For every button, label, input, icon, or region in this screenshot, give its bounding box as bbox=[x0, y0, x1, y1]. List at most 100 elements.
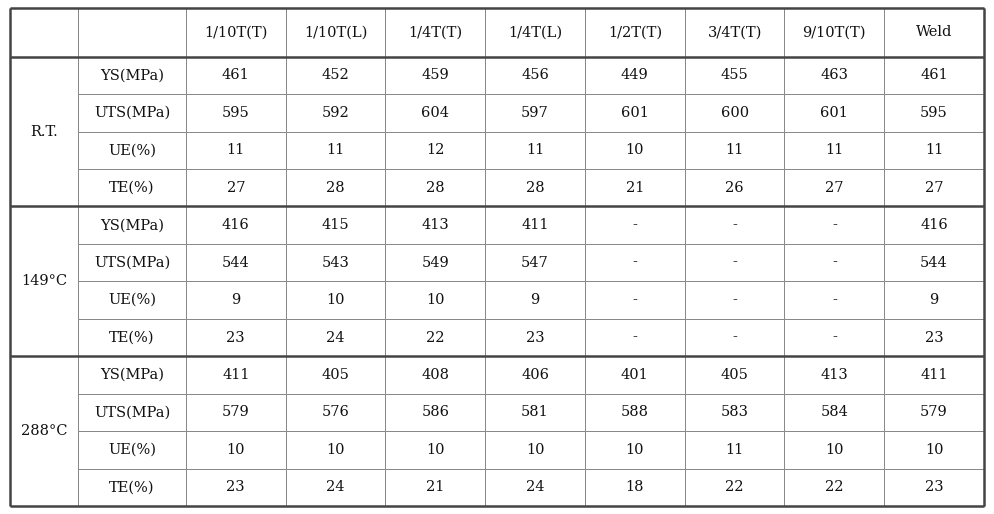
Text: 23: 23 bbox=[924, 480, 943, 494]
Bar bbox=[386, 319, 485, 356]
Bar bbox=[386, 281, 485, 319]
Bar bbox=[79, 57, 186, 94]
Text: 11: 11 bbox=[925, 143, 943, 157]
Bar bbox=[285, 319, 386, 356]
Text: Weld: Weld bbox=[915, 25, 952, 40]
Bar bbox=[186, 356, 285, 394]
Bar bbox=[485, 319, 584, 356]
Text: YS(MPa): YS(MPa) bbox=[100, 368, 164, 382]
Bar bbox=[685, 244, 784, 281]
Text: 23: 23 bbox=[227, 480, 246, 494]
Bar bbox=[485, 356, 584, 394]
Bar bbox=[485, 469, 584, 506]
Text: 11: 11 bbox=[326, 143, 345, 157]
Bar bbox=[784, 132, 885, 169]
Text: 595: 595 bbox=[920, 106, 948, 120]
Text: 21: 21 bbox=[625, 181, 644, 195]
Bar bbox=[186, 431, 285, 469]
Text: 23: 23 bbox=[227, 331, 246, 344]
Text: 28: 28 bbox=[326, 181, 345, 195]
Bar bbox=[79, 394, 186, 431]
Text: 10: 10 bbox=[227, 443, 246, 457]
Text: 544: 544 bbox=[222, 255, 249, 270]
Text: 401: 401 bbox=[621, 368, 649, 382]
Text: UE(%): UE(%) bbox=[108, 443, 156, 457]
Bar bbox=[584, 94, 685, 132]
Bar bbox=[186, 169, 285, 207]
Text: 416: 416 bbox=[222, 218, 249, 232]
Text: 24: 24 bbox=[526, 480, 545, 494]
Text: 411: 411 bbox=[521, 218, 549, 232]
Bar bbox=[79, 431, 186, 469]
Text: TE(%): TE(%) bbox=[109, 480, 155, 494]
Bar bbox=[386, 132, 485, 169]
Text: 592: 592 bbox=[322, 106, 350, 120]
Bar bbox=[285, 394, 386, 431]
Bar bbox=[485, 431, 584, 469]
Bar bbox=[685, 394, 784, 431]
Text: YS(MPa): YS(MPa) bbox=[100, 218, 164, 232]
Text: 595: 595 bbox=[222, 106, 249, 120]
Bar bbox=[285, 169, 386, 207]
Text: -: - bbox=[733, 255, 737, 270]
Bar bbox=[285, 57, 386, 94]
Bar bbox=[685, 207, 784, 244]
Text: 22: 22 bbox=[825, 480, 844, 494]
Text: UE(%): UE(%) bbox=[108, 143, 156, 157]
Text: 406: 406 bbox=[521, 368, 549, 382]
Bar bbox=[285, 94, 386, 132]
Text: UTS(MPa): UTS(MPa) bbox=[94, 406, 170, 419]
Text: 549: 549 bbox=[421, 255, 449, 270]
Text: 149°C: 149°C bbox=[21, 274, 68, 288]
Bar bbox=[685, 281, 784, 319]
Text: 415: 415 bbox=[322, 218, 349, 232]
Bar bbox=[485, 244, 584, 281]
Bar bbox=[485, 281, 584, 319]
Text: -: - bbox=[832, 218, 837, 232]
Text: 27: 27 bbox=[924, 181, 943, 195]
Text: 23: 23 bbox=[924, 331, 943, 344]
Bar bbox=[285, 469, 386, 506]
Bar bbox=[485, 394, 584, 431]
Text: 10: 10 bbox=[326, 443, 345, 457]
Bar bbox=[285, 244, 386, 281]
Bar bbox=[784, 169, 885, 207]
Bar bbox=[485, 132, 584, 169]
Text: 9/10T(T): 9/10T(T) bbox=[802, 25, 866, 40]
Bar bbox=[784, 356, 885, 394]
Text: 455: 455 bbox=[721, 68, 748, 82]
Bar bbox=[79, 356, 186, 394]
Bar bbox=[186, 57, 285, 94]
Text: TE(%): TE(%) bbox=[109, 331, 155, 344]
Bar bbox=[186, 8, 285, 57]
Bar bbox=[885, 169, 984, 207]
Bar bbox=[386, 57, 485, 94]
Bar bbox=[885, 469, 984, 506]
Bar bbox=[885, 57, 984, 94]
Text: 9: 9 bbox=[929, 293, 938, 307]
Text: 10: 10 bbox=[625, 443, 644, 457]
Text: 12: 12 bbox=[426, 143, 444, 157]
Text: 588: 588 bbox=[621, 406, 649, 419]
Bar bbox=[79, 94, 186, 132]
Text: 411: 411 bbox=[222, 368, 249, 382]
Bar bbox=[285, 207, 386, 244]
Text: 10: 10 bbox=[426, 443, 444, 457]
Text: 10: 10 bbox=[825, 443, 844, 457]
Bar bbox=[885, 94, 984, 132]
Bar bbox=[784, 394, 885, 431]
Text: 405: 405 bbox=[322, 368, 350, 382]
Bar bbox=[79, 281, 186, 319]
Text: -: - bbox=[632, 218, 637, 232]
Bar bbox=[285, 281, 386, 319]
Text: -: - bbox=[832, 255, 837, 270]
Bar bbox=[79, 319, 186, 356]
Bar bbox=[885, 356, 984, 394]
Bar bbox=[584, 207, 685, 244]
Text: -: - bbox=[632, 255, 637, 270]
Bar bbox=[285, 8, 386, 57]
Text: 10: 10 bbox=[426, 293, 444, 307]
Text: 576: 576 bbox=[322, 406, 350, 419]
Text: R.T.: R.T. bbox=[30, 124, 58, 139]
Text: 21: 21 bbox=[426, 480, 444, 494]
